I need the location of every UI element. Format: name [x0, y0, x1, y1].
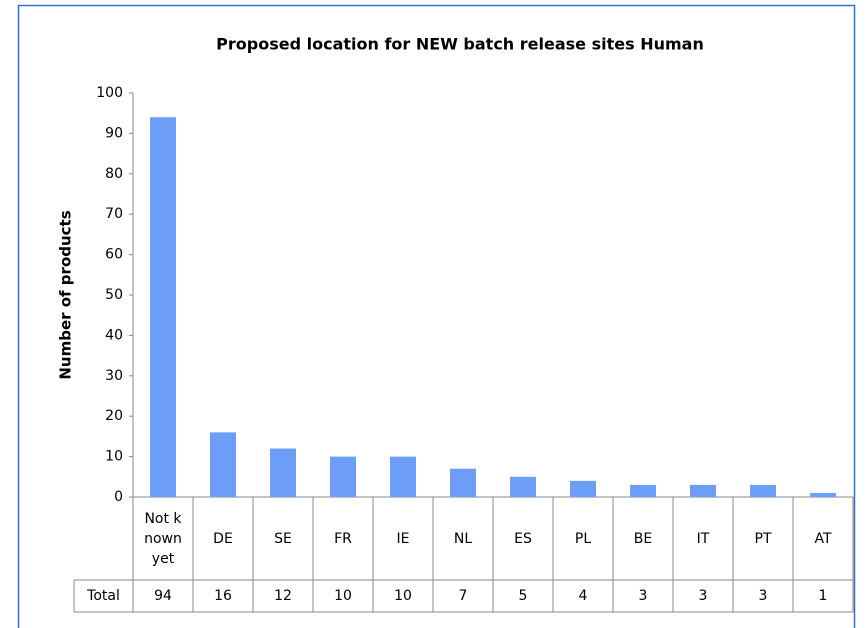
x-tick-label: NL — [453, 530, 473, 547]
bar — [330, 456, 356, 497]
x-tick-cell: PL — [574, 530, 592, 547]
x-tick-cell: DE — [213, 530, 233, 547]
bar — [450, 468, 476, 497]
x-tick-label: IE — [396, 530, 410, 547]
bar — [630, 484, 656, 497]
bar — [390, 456, 416, 497]
x-tick-label: AT — [814, 530, 832, 547]
x-tick-label: DE — [213, 530, 233, 547]
x-tick-cell: SE — [274, 530, 292, 547]
y-tick-label: 20 — [105, 408, 123, 424]
bar — [570, 480, 596, 497]
x-tick-cell: ES — [514, 530, 532, 547]
y-axis-label: Number of products — [57, 210, 75, 379]
bar — [690, 484, 716, 497]
y-tick-label: 40 — [105, 327, 123, 343]
x-tick-label: BE — [633, 530, 653, 547]
x-tick-label: IT — [696, 530, 710, 547]
table-value: 10 — [394, 588, 412, 604]
table-value: 4 — [579, 588, 588, 604]
table-value: 16 — [214, 588, 232, 604]
table-value: 12 — [274, 588, 292, 604]
x-tick-cell: FR — [334, 530, 352, 547]
x-tick-label: PT — [754, 530, 772, 547]
bar — [750, 484, 776, 497]
table-value: 3 — [759, 588, 768, 604]
x-tick-label: SE — [274, 530, 292, 547]
x-tick-label: Not known yet — [144, 510, 182, 567]
table-value: 3 — [699, 588, 708, 604]
y-tick-label: 0 — [114, 489, 123, 505]
bar — [270, 448, 296, 497]
y-tick-label: 100 — [96, 85, 123, 101]
table-value: 1 — [819, 588, 828, 604]
table-value: 10 — [334, 588, 352, 604]
y-tick-label: 50 — [105, 287, 123, 303]
bar — [210, 432, 236, 497]
y-tick-label: 90 — [105, 125, 123, 141]
x-tick-cell: PT — [754, 530, 772, 547]
x-tick-cell: NL — [453, 530, 473, 547]
x-tick-cell: IE — [396, 530, 410, 547]
y-tick-label: 30 — [105, 368, 123, 384]
y-tick-label: 80 — [105, 166, 123, 182]
table-value: 94 — [154, 588, 172, 604]
x-tick-label: PL — [574, 530, 592, 547]
y-tick-label: 10 — [105, 449, 123, 465]
bar — [510, 476, 536, 497]
x-tick-cell: IT — [696, 530, 710, 547]
chart-title: Proposed location for NEW batch release … — [216, 35, 704, 54]
y-tick-label: 60 — [105, 247, 123, 263]
table-value: 5 — [519, 588, 528, 604]
x-tick-cell: AT — [814, 530, 832, 547]
x-tick-label: FR — [334, 530, 352, 547]
x-tick-cell: Not known yet — [144, 510, 182, 567]
bar — [810, 492, 836, 497]
x-tick-cell: BE — [633, 530, 653, 547]
table-value: 3 — [639, 588, 648, 604]
y-tick-label: 70 — [105, 206, 123, 222]
table-value: 7 — [459, 588, 468, 604]
x-tick-label: ES — [514, 530, 532, 547]
series-name: Total — [86, 588, 120, 604]
bar — [150, 117, 176, 498]
